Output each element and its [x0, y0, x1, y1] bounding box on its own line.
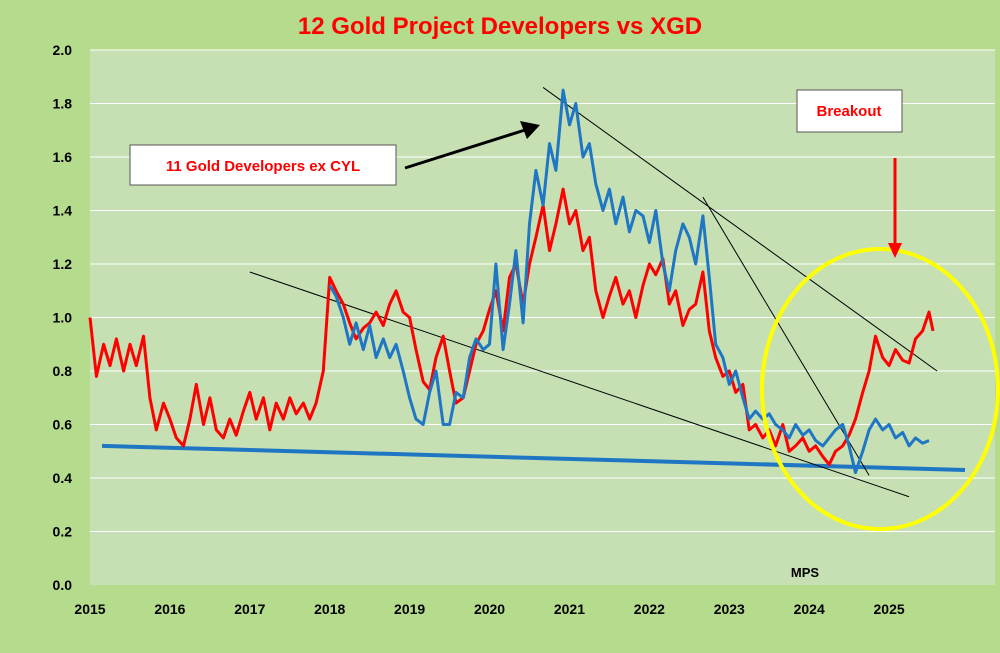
annotation-developers: 11 Gold Developers ex CYL	[166, 158, 360, 175]
annotation-mps: MPS	[791, 565, 820, 580]
y-tick-label: 0.6	[53, 417, 73, 433]
x-tick-label: 2022	[634, 601, 665, 617]
y-tick-label: 1.2	[53, 256, 73, 272]
x-tick-label: 2015	[74, 601, 105, 617]
y-tick-label: 1.4	[53, 203, 73, 219]
y-tick-label: 0.8	[53, 363, 73, 379]
x-tick-label: 2024	[794, 601, 825, 617]
trendline-1	[249, 271, 910, 498]
x-tick-label: 2021	[554, 601, 585, 617]
x-tick-label: 2017	[234, 601, 265, 617]
y-tick-label: 2.0	[53, 42, 73, 58]
trendline-2	[542, 87, 938, 372]
x-tick-label: 2025	[874, 601, 905, 617]
trendline-3	[702, 196, 870, 476]
x-tick-label: 2016	[154, 601, 185, 617]
series-blue-line	[328, 88, 930, 475]
y-tick-label: 1.0	[53, 310, 73, 326]
y-axis-tick-labels: 0.0 0.2 0.4 0.6 0.8 1.0 1.2 1.4 1.6 1.8 2.0	[53, 42, 73, 593]
y-tick-label: 0.0	[53, 577, 73, 593]
x-axis-tick-labels: 2015 2016 2017 2018 2019 2020 2021 2022 2023 2024…	[74, 601, 904, 617]
support-line	[101, 443, 966, 472]
annotation-breakout: Breakout	[816, 103, 881, 120]
data-series	[88, 88, 935, 475]
y-tick-label: 0.4	[53, 470, 73, 486]
y-tick-label: 1.8	[53, 96, 73, 112]
breakout-arrow-head	[888, 243, 902, 258]
y-tick-label: 1.6	[53, 149, 73, 165]
annotation-arrow-line	[404, 128, 526, 170]
annotation-box-developers	[129, 144, 397, 186]
highlight-circle	[760, 247, 1000, 531]
x-tick-label: 2018	[314, 601, 345, 617]
x-tick-label: 2023	[714, 601, 745, 617]
y-tick-label: 0.2	[53, 524, 73, 540]
chart-title: 12 Gold Project Developers vs XGD	[298, 13, 702, 40]
annotation-arrow-head	[520, 121, 540, 139]
trend-lines	[101, 87, 966, 498]
x-tick-label: 2020	[474, 601, 505, 617]
x-tick-label: 2019	[394, 601, 425, 617]
annotation-box-breakout	[796, 89, 903, 133]
